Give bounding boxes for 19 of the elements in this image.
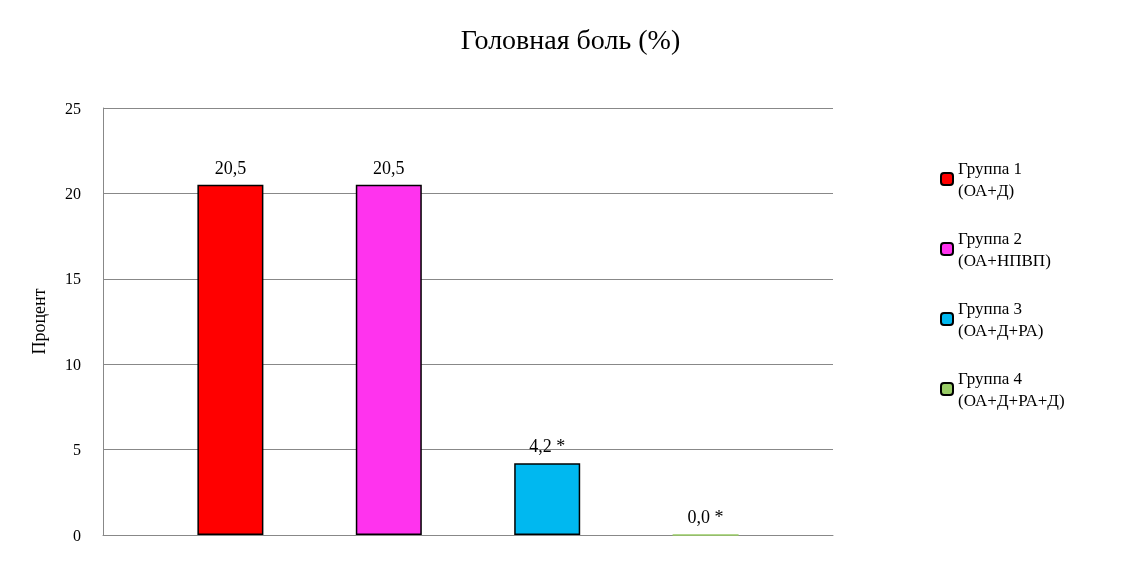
bar (197, 184, 264, 535)
chart-title: Головная боль (%) (460, 23, 681, 55)
legend-label: Группа 1 (ОА+Д) (958, 158, 1027, 200)
y-tick-label: 10 (65, 355, 81, 373)
y-tick-label: 0 (73, 526, 81, 544)
y-tick-label: 5 (73, 441, 81, 459)
y-axis-title: Процент (29, 288, 49, 355)
data-label: 0,0 * (687, 507, 724, 528)
legend-label: Группа 3 (ОА+Д+РА) (958, 298, 1044, 340)
data-label: 20,5 (214, 157, 247, 178)
bar (514, 463, 581, 535)
y-tick-label: 20 (65, 184, 81, 202)
legend-label: Группа 4 (ОА+Д+РА+Д) (958, 368, 1065, 410)
legend-label: Группа 2 (ОА+НПВП) (958, 228, 1051, 270)
y-tick-label: 25 (65, 99, 81, 117)
bar (355, 184, 422, 535)
y-tick-label: 15 (65, 270, 81, 288)
data-label: 20,5 (373, 157, 405, 178)
data-label: 4,2 * (529, 436, 566, 457)
